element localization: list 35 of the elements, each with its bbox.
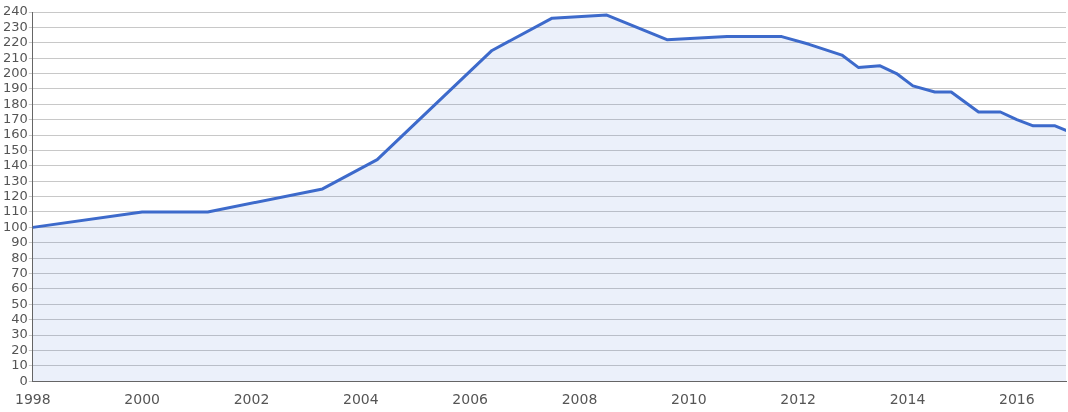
y-tick-label: 100 xyxy=(2,218,28,234)
y-tick-label: 200 xyxy=(2,64,28,80)
y-tick-label: 230 xyxy=(2,18,28,34)
y-tick-label: 80 xyxy=(11,249,28,265)
y-tick-label: 170 xyxy=(2,111,28,127)
y-tick-label: 110 xyxy=(2,203,28,219)
y-tick-label: 70 xyxy=(11,264,28,280)
y-tick-label: 150 xyxy=(2,141,28,157)
y-tick-label: 180 xyxy=(2,95,28,111)
y-tick-label: 0 xyxy=(19,372,28,388)
y-tick-label: 10 xyxy=(11,357,28,373)
x-tick-label: 2004 xyxy=(342,391,379,408)
x-tick-label: 2012 xyxy=(780,391,816,408)
y-tick-label: 240 xyxy=(2,3,28,19)
x-tick-label: 2000 xyxy=(124,391,160,408)
y-tick-label: 140 xyxy=(2,157,28,173)
y-tick-label: 50 xyxy=(11,295,28,311)
y-tick-label: 120 xyxy=(2,187,28,203)
x-tick-label: 2010 xyxy=(670,391,707,408)
y-tick-label: 160 xyxy=(2,126,28,142)
y-tick-label: 60 xyxy=(11,280,28,296)
y-tick-label: 130 xyxy=(2,172,28,188)
y-tick-label: 190 xyxy=(2,80,28,96)
x-tick-label: 2006 xyxy=(452,391,489,408)
x-tick-label: 2016 xyxy=(998,391,1035,408)
y-tick-label: 30 xyxy=(11,326,28,342)
x-tick-label: 2014 xyxy=(889,391,926,408)
x-tick-label: 2008 xyxy=(561,391,598,408)
y-tick-label: 20 xyxy=(11,341,28,357)
y-tick-label: 220 xyxy=(2,34,28,50)
x-tick-label: 2002 xyxy=(233,391,270,408)
y-tick-label: 210 xyxy=(2,49,28,65)
x-tick-label: 1998 xyxy=(14,391,51,408)
y-tick-label: 90 xyxy=(11,234,28,250)
y-tick-label: 40 xyxy=(11,311,28,327)
